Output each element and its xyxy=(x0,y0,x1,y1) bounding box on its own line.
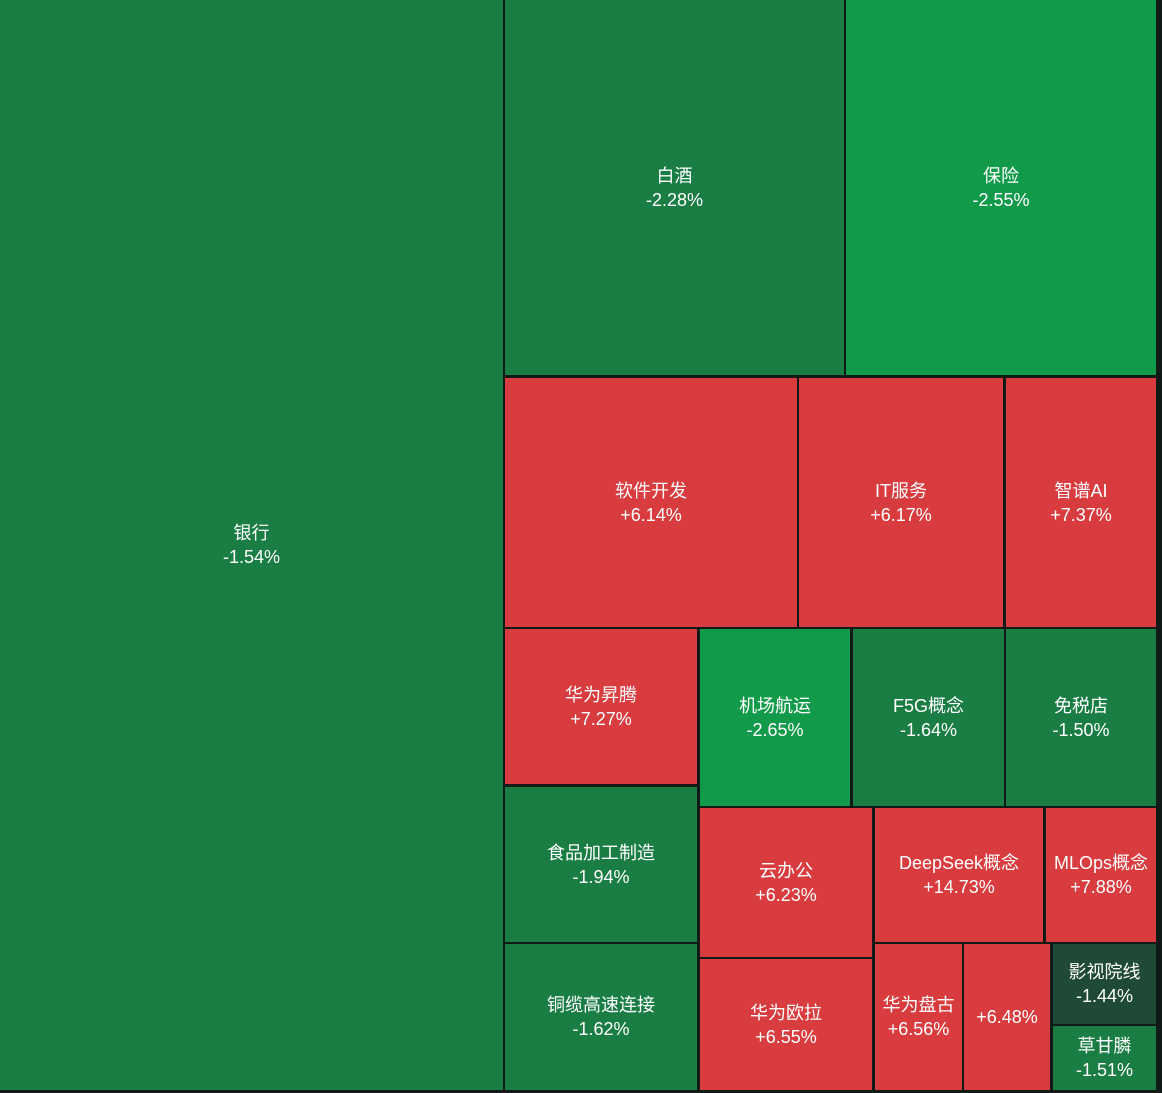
tile-change-label: +6.23% xyxy=(755,883,817,907)
treemap-tile[interactable]: IT服务 +6.17% xyxy=(799,378,1003,627)
tile-name-label: 云办公 xyxy=(759,859,813,883)
treemap-tile[interactable]: 云办公 +6.23% xyxy=(700,808,872,957)
tile-change-label: +6.56% xyxy=(888,1017,950,1041)
treemap-tile[interactable]: 华为盘古 +6.56% xyxy=(875,944,962,1090)
treemap-tile[interactable]: 机场航运 -2.65% xyxy=(700,629,850,806)
tile-name-label: 草甘膦 xyxy=(1078,1034,1132,1058)
tile-change-label: -1.44% xyxy=(1076,984,1133,1008)
tile-change-label: -1.94% xyxy=(572,865,629,889)
tile-name-label: 华为盘古 xyxy=(883,993,955,1017)
tile-change-label: +6.17% xyxy=(870,503,932,527)
tile-change-label: -1.62% xyxy=(572,1017,629,1041)
treemap-tile[interactable]: +6.48% xyxy=(964,944,1050,1090)
tile-name-label: 铜缆高速连接 xyxy=(547,993,655,1017)
tile-name-label: 影视院线 xyxy=(1069,960,1141,984)
tile-change-label: +7.88% xyxy=(1070,875,1132,899)
tile-name-label: 软件开发 xyxy=(615,479,687,503)
tile-name-label: 保险 xyxy=(983,164,1019,188)
tile-name-label: 智谱AI xyxy=(1054,479,1107,503)
treemap-tile[interactable]: 食品加工制造 -1.94% xyxy=(505,787,697,942)
tile-change-label: -1.51% xyxy=(1076,1058,1133,1082)
tile-change-label: -2.65% xyxy=(746,718,803,742)
tile-name-label: 华为欧拉 xyxy=(750,1001,822,1025)
treemap-tile[interactable]: MLOps概念 +7.88% xyxy=(1046,808,1156,942)
treemap-tile[interactable]: 影视院线 -1.44% xyxy=(1053,944,1156,1024)
tile-name-label: 机场航运 xyxy=(739,694,811,718)
treemap-tile[interactable]: 智谱AI +7.37% xyxy=(1006,378,1156,627)
treemap-tile[interactable]: 白酒 -2.28% xyxy=(505,0,844,375)
treemap-tile[interactable]: 免税店 -1.50% xyxy=(1006,629,1156,806)
tile-change-label: -1.64% xyxy=(900,718,957,742)
tile-name-label: 银行 xyxy=(234,521,270,545)
tile-change-label: +6.48% xyxy=(976,1005,1038,1029)
treemap-tile[interactable]: DeepSeek概念 +14.73% xyxy=(875,808,1043,942)
tile-change-label: +6.14% xyxy=(620,503,682,527)
tile-change-label: +7.27% xyxy=(570,707,632,731)
treemap-tile[interactable]: 铜缆高速连接 -1.62% xyxy=(505,944,697,1090)
tile-change-label: -1.54% xyxy=(223,545,280,569)
tile-name-label: DeepSeek概念 xyxy=(899,851,1019,875)
tile-name-label: 华为昇腾 xyxy=(565,683,637,707)
treemap-tile[interactable]: F5G概念 -1.64% xyxy=(853,629,1004,806)
tile-name-label: MLOps概念 xyxy=(1054,851,1148,875)
treemap-tile[interactable]: 华为欧拉 +6.55% xyxy=(700,959,872,1090)
tile-name-label: IT服务 xyxy=(875,479,927,503)
tile-name-label: 食品加工制造 xyxy=(547,841,655,865)
tile-change-label: +14.73% xyxy=(923,875,995,899)
treemap-tile[interactable]: 银行 -1.54% xyxy=(0,0,503,1090)
tile-change-label: -1.50% xyxy=(1052,718,1109,742)
treemap-tile[interactable]: 软件开发 +6.14% xyxy=(505,378,797,627)
tile-name-label: F5G概念 xyxy=(893,694,964,718)
treemap-tile[interactable]: 草甘膦 -1.51% xyxy=(1053,1026,1156,1090)
tile-change-label: +7.37% xyxy=(1050,503,1112,527)
treemap-tile[interactable]: 华为昇腾 +7.27% xyxy=(505,629,697,784)
tile-name-label: 白酒 xyxy=(657,164,693,188)
tile-name-label: 免税店 xyxy=(1054,694,1108,718)
tile-change-label: -2.28% xyxy=(646,188,703,212)
tile-change-label: +6.55% xyxy=(755,1025,817,1049)
treemap-tile[interactable]: 保险 -2.55% xyxy=(846,0,1156,375)
tile-change-label: -2.55% xyxy=(972,188,1029,212)
